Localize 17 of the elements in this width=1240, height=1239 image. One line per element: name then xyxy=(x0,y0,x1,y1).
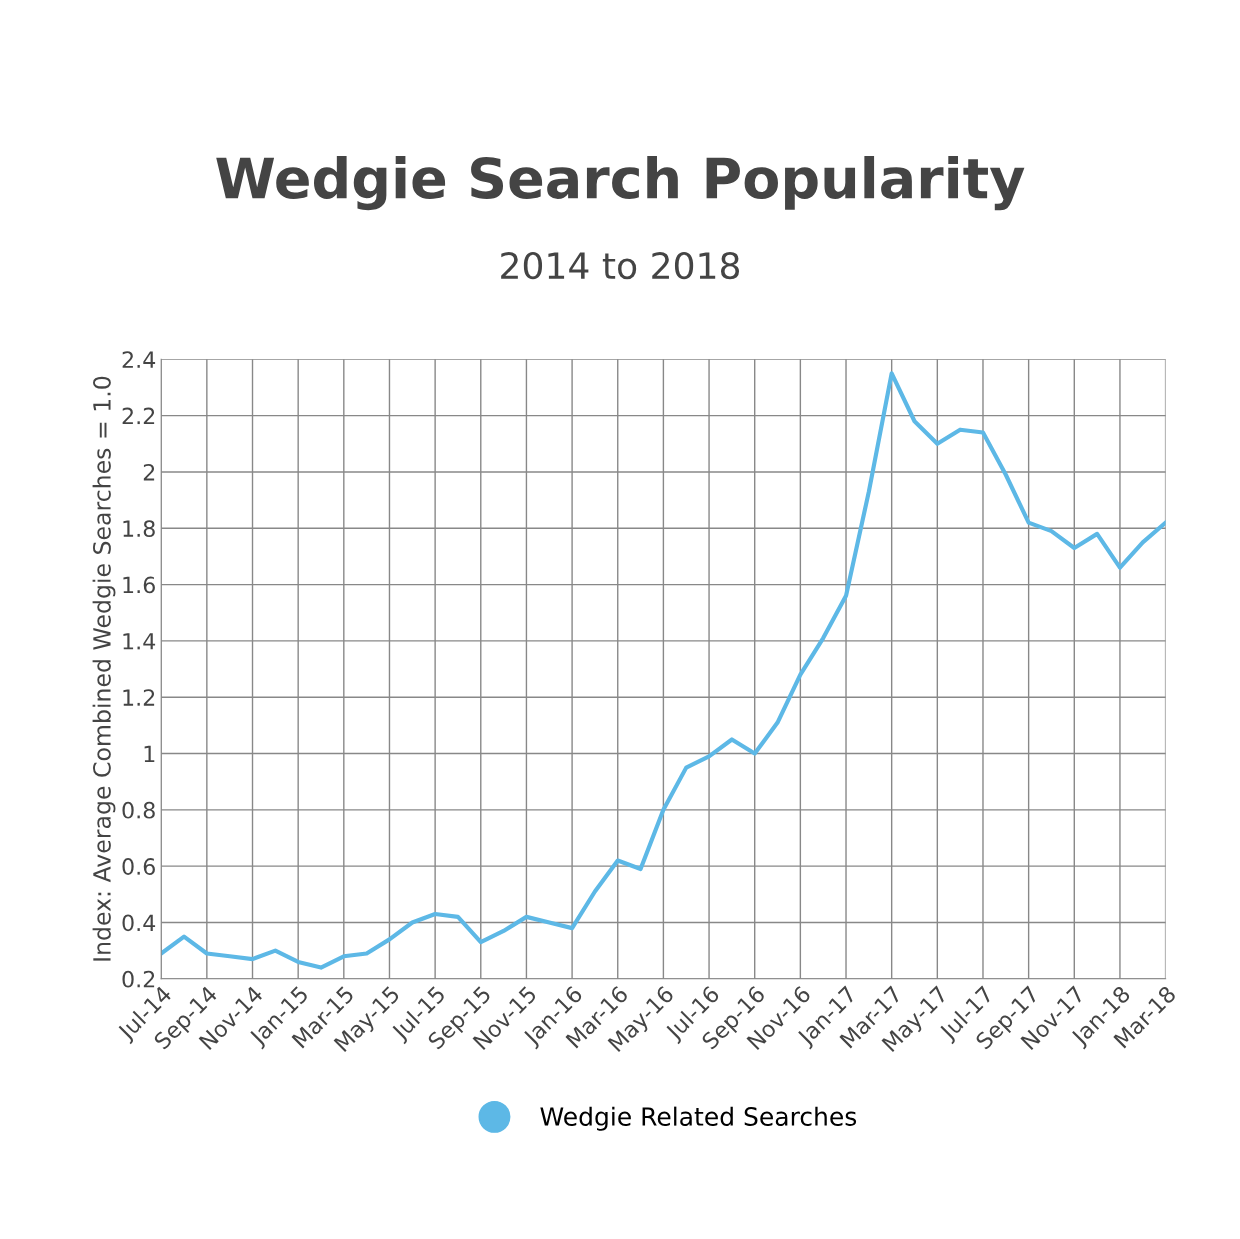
y-axis-title: Index: Average Combined Wedgie Searches = 1.0 xyxy=(92,376,116,961)
y-tick-label: 0.6 xyxy=(122,858,155,875)
y-tick-label: 0.4 xyxy=(122,914,156,932)
y-tick-label: 0.2 xyxy=(122,970,155,988)
y-tick-label: 2 xyxy=(143,463,155,481)
chart-subtitle: 2014 to 2018 xyxy=(501,251,740,280)
chart-title: Wedgie Search Popularity xyxy=(216,156,1025,211)
line-series xyxy=(161,371,1166,970)
y-tick-label: 1.2 xyxy=(123,689,155,706)
y-tick-label: 0.8 xyxy=(122,801,155,819)
y-tick-label: 1.6 xyxy=(123,576,155,594)
legend-label: Wedgie Related Searches xyxy=(540,1106,857,1131)
y-tick-label: 2.4 xyxy=(122,351,156,368)
y-tick-label: 1 xyxy=(144,745,155,762)
y-tick-label: 1.8 xyxy=(123,520,155,538)
y-tick-label: 2.2 xyxy=(122,407,155,425)
y-tick-label: 1.4 xyxy=(123,633,156,650)
